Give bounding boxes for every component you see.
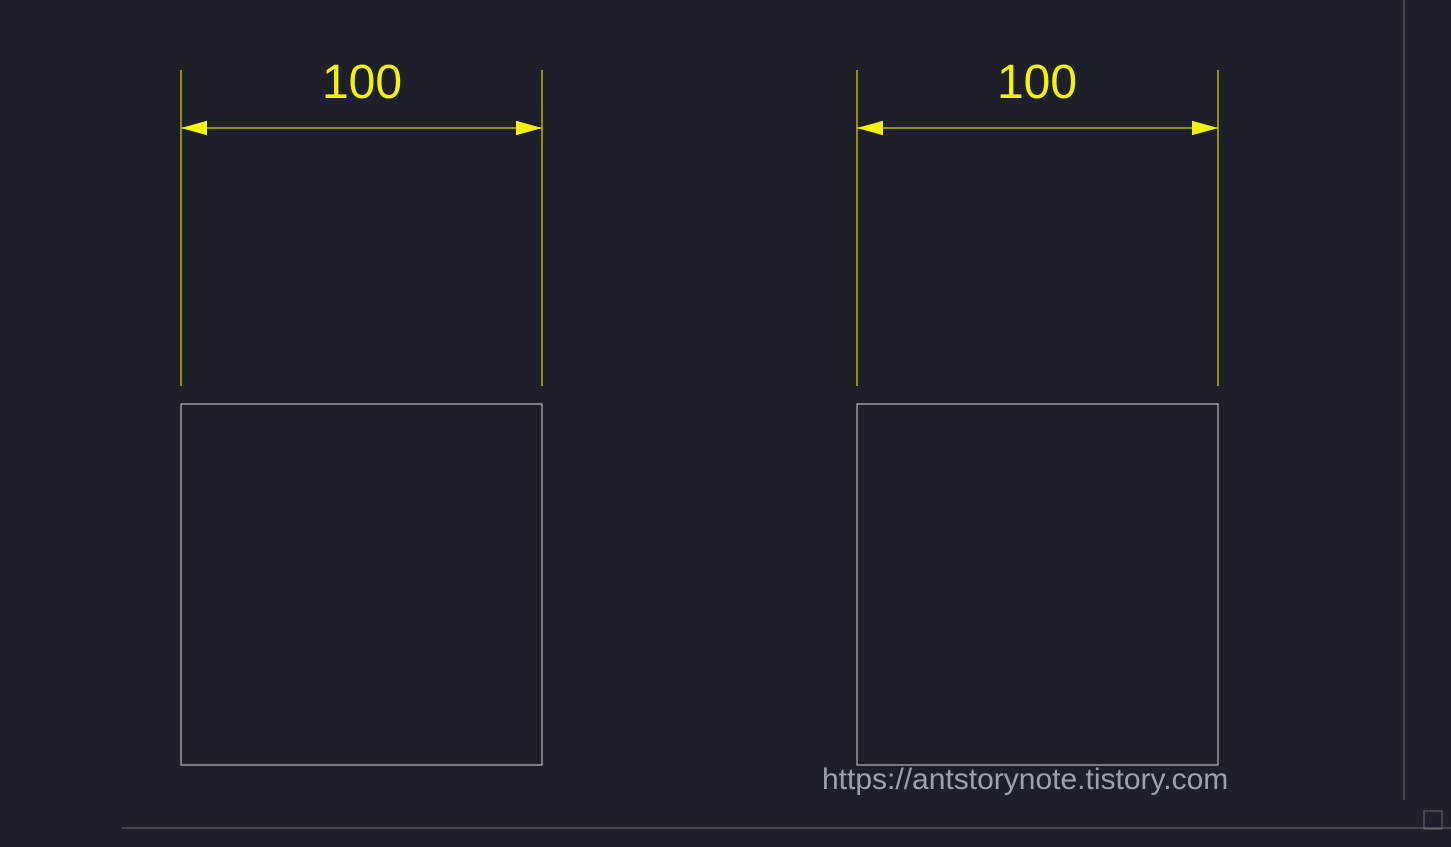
cad-canvas: 100 100 https://antstorynote.tistory.com <box>0 0 1451 847</box>
dim-value: 100 <box>322 56 402 109</box>
watermark-text: https://antstorynote.tistory.com <box>822 763 1228 797</box>
square-shape <box>857 404 1218 765</box>
dim-arrow-right-icon <box>516 121 542 136</box>
dim-arrow-left-icon <box>857 121 883 136</box>
dim-arrow-left-icon <box>181 121 207 136</box>
dim-arrow-right-icon <box>1192 121 1218 136</box>
drawing-svg: 100 100 <box>0 0 1451 847</box>
dim-value: 100 <box>997 56 1077 109</box>
square-shape <box>181 404 542 765</box>
ucs-corner-icon <box>1424 811 1442 829</box>
